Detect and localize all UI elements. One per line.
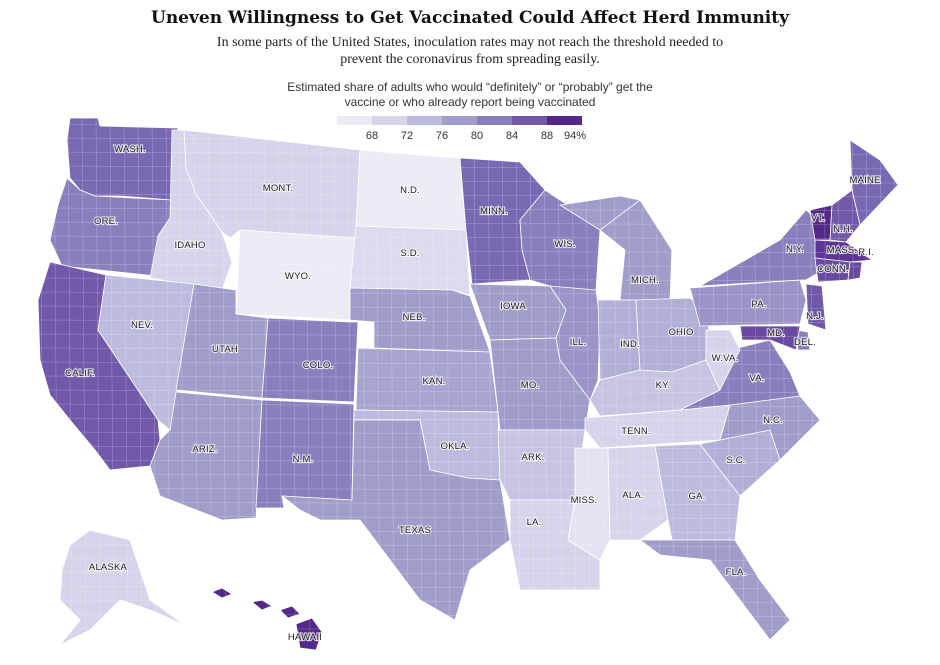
- state-label-ariz: ARIZ.: [192, 444, 217, 455]
- legend-swatch: [442, 116, 477, 125]
- state-label-pa: PA.: [751, 299, 766, 310]
- state-label-md: MD.: [767, 328, 785, 339]
- legend-swatch: [407, 116, 442, 125]
- state-label-sd: S.D.: [400, 248, 419, 259]
- state-nh: [829, 189, 861, 243]
- state-label-hawaii: HAWAII: [288, 632, 322, 643]
- state-label-alaska: ALASKA: [89, 562, 128, 573]
- state-label-idaho: IDAHO: [174, 240, 205, 251]
- state-label-ohio: OHIO: [668, 327, 693, 338]
- state-label-wva: W.VA.: [712, 353, 739, 364]
- state-pa: [689, 279, 807, 327]
- state-mass: [814, 239, 873, 263]
- legend-title: Estimated share of adults who would “def…: [287, 80, 653, 109]
- state-label-kan: KAN.: [423, 376, 446, 387]
- state-label-vt: VT.: [811, 213, 825, 224]
- state-label-ill: ILL.: [570, 337, 587, 348]
- state-label-mass: MASS.: [827, 245, 858, 256]
- state-wva: [705, 329, 741, 391]
- state-label-wash: WASH.: [114, 144, 146, 155]
- state-nj: [805, 283, 827, 331]
- state-label-mo: MO.: [521, 380, 540, 391]
- state-label-sc: S.C.: [726, 455, 745, 466]
- state-label-ark: ARK.: [522, 452, 545, 463]
- state-ala: [607, 445, 669, 541]
- legend-swatch: [512, 116, 547, 125]
- legend-color-scale: [337, 116, 582, 125]
- state-alaska: [59, 529, 186, 646]
- state-label-la: LA.: [527, 517, 542, 528]
- state-md: [739, 325, 801, 351]
- state-label-fla: FLA.: [726, 567, 747, 578]
- state-label-ny: N.Y.: [786, 244, 804, 255]
- state-label-ri: R.I.: [858, 247, 874, 258]
- legend-tick-label: 84: [505, 130, 519, 142]
- state-label-ind: IND.: [620, 339, 640, 350]
- state-wash: [66, 117, 179, 201]
- state-label-minn: MINN.: [480, 206, 508, 217]
- legend-ticks: 68 72 76 80 84 88 94%: [337, 118, 586, 148]
- state-label-okla: OKLA.: [441, 441, 470, 452]
- state-label-tenn: TENN.: [621, 426, 651, 437]
- state-label-nm: N.M.: [293, 454, 314, 465]
- legend-tick-label: 68: [365, 130, 379, 142]
- legend-swatch: [372, 116, 407, 125]
- state-label-calif: CALIF.: [65, 368, 95, 379]
- state-maine: [849, 139, 899, 226]
- state-label-colo: COLO.: [303, 360, 334, 371]
- state-hawaii: [211, 587, 323, 651]
- state-label-conn: CONN.: [817, 264, 849, 275]
- legend-tick-label: 76: [435, 130, 449, 142]
- map-subtitle: In some parts of the United States, inoc…: [216, 35, 724, 67]
- state-label-del: DEL.: [794, 337, 816, 348]
- state-colo: [261, 317, 359, 403]
- state-label-va: VA.: [749, 373, 764, 384]
- state-label-nd: N.D.: [400, 185, 420, 196]
- state-label-nh: N.H.: [833, 224, 853, 235]
- state-label-ala: ALA.: [622, 490, 643, 501]
- state-shapes: [37, 117, 899, 651]
- legend-swatch: [547, 116, 582, 125]
- state-label-utah: UTAH: [212, 344, 238, 355]
- state-texas: [281, 419, 511, 621]
- state-label-ore: ORE.: [94, 216, 118, 227]
- state-label-nc: N.C.: [763, 415, 783, 426]
- legend-tick-label: 88: [540, 130, 554, 142]
- legend-swatch: [477, 116, 512, 125]
- state-label-maine: MAINE: [849, 175, 880, 186]
- state-va: [679, 339, 801, 411]
- state-label-ga: GA.: [689, 491, 706, 502]
- state-sd: [349, 225, 471, 296]
- state-fla: [639, 539, 791, 641]
- state-label-nj: N.J.: [806, 311, 824, 322]
- state-ri: [847, 261, 863, 281]
- state-label-miss: MISS.: [571, 495, 598, 506]
- state-label-iowa: IOWA: [500, 301, 526, 312]
- state-label-ky: KY.: [656, 380, 671, 391]
- map-title: Uneven Willingness to Get Vaccinated Cou…: [151, 8, 789, 28]
- state-label-texas: TEXAS: [399, 525, 431, 536]
- state-label-mont: MONT.: [263, 183, 294, 194]
- state-label-wis: WIS.: [554, 239, 575, 250]
- state-label-wyo: WYO.: [285, 271, 311, 282]
- legend-tick-label: 72: [400, 130, 414, 142]
- legend-tick-label: 94%: [563, 130, 587, 142]
- state-label-nev: NEV.: [131, 320, 153, 331]
- state-iowa: [469, 283, 567, 341]
- state-label-neb: NEB.: [403, 312, 426, 323]
- legend-swatch: [337, 116, 372, 125]
- state-labels: WASH. ORE. CALIF. IDAHO NEV. MONT. WYO. UTAH COL…: [64, 143, 881, 644]
- state-label-mich: MICH.: [631, 275, 659, 286]
- legend-tick-label: 80: [470, 130, 484, 142]
